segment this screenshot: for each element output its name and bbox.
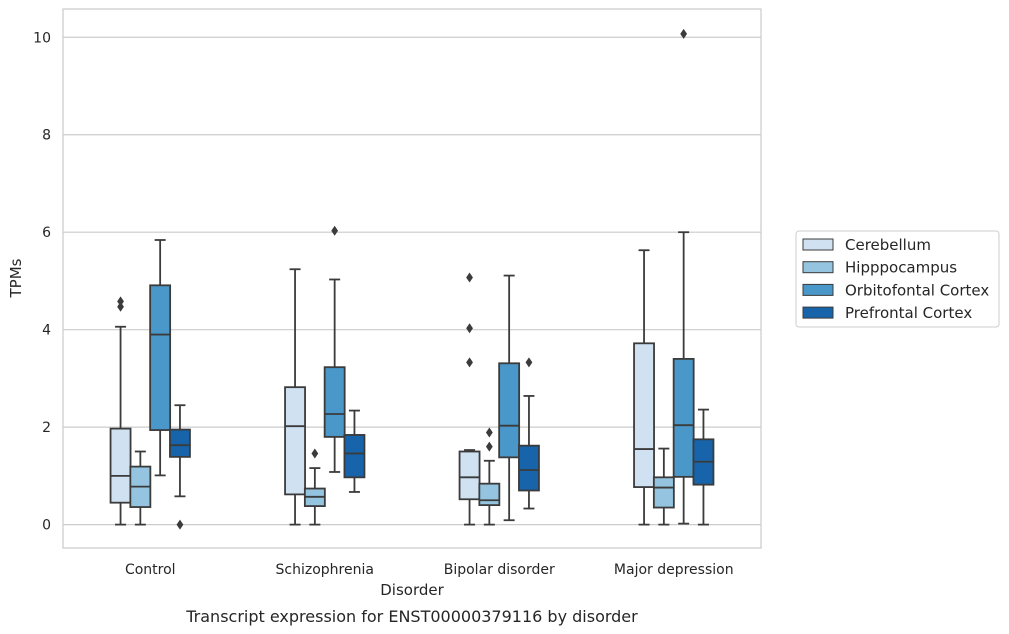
plot-data xyxy=(109,28,715,530)
outlier-point xyxy=(176,519,184,530)
legend-swatch xyxy=(802,238,834,251)
box-plot xyxy=(303,448,326,526)
box-plot xyxy=(129,450,152,526)
outlier-point xyxy=(117,296,124,307)
outlier-point xyxy=(466,357,473,368)
box-plot xyxy=(633,249,655,526)
box-plot xyxy=(518,357,540,510)
legend-swatch xyxy=(802,306,834,319)
box-plot xyxy=(478,427,501,526)
y-axis-label: TPMs xyxy=(7,258,25,298)
y-tick-label: 10 xyxy=(33,30,51,46)
box xyxy=(109,427,132,504)
legend-swatch xyxy=(802,283,834,296)
chart-caption: Transcript expression for ENST0000037911… xyxy=(185,607,638,626)
y-tick-label: 0 xyxy=(42,518,51,534)
box-plot xyxy=(323,225,346,473)
box-plot xyxy=(672,28,695,525)
x-axis-label: Disorder xyxy=(380,581,444,599)
box xyxy=(323,366,346,438)
x-tick-label: Control xyxy=(125,562,176,578)
outlier-point xyxy=(117,301,124,312)
y-tick-label: 2 xyxy=(42,420,51,436)
x-tick-label: Bipolar disorder xyxy=(444,562,555,578)
legend: Cerebellum Hipppocampus Orbitofontal Corte… xyxy=(795,230,1000,328)
legend-swatch xyxy=(802,261,834,274)
box xyxy=(149,284,172,431)
outlier-point xyxy=(466,323,473,334)
outlier-point xyxy=(525,357,533,368)
box-plot xyxy=(149,239,172,477)
box-plot xyxy=(692,408,715,526)
outlier-point xyxy=(485,441,493,452)
plot-frame xyxy=(62,8,762,549)
box-plot xyxy=(284,268,306,526)
box-plot xyxy=(169,404,191,530)
outlier-point xyxy=(466,272,473,283)
legend-frame xyxy=(795,230,1000,328)
box xyxy=(672,358,695,478)
axes: 0 2 4 6 8 10 Control Schizophrenia Bipolar disor… xyxy=(33,30,733,578)
box-plot xyxy=(343,409,366,493)
gridlines xyxy=(63,36,761,526)
box xyxy=(633,342,655,488)
box xyxy=(652,476,675,509)
box-plot xyxy=(498,274,521,522)
legend-entry-label: Cerebellum xyxy=(845,236,931,254)
outlier-point xyxy=(680,28,688,39)
outlier-point xyxy=(311,448,319,459)
y-tick-label: 8 xyxy=(42,128,51,144)
outlier-point xyxy=(485,427,493,438)
legend-entry-label: Prefrontal Cortex xyxy=(845,304,972,322)
legend-entry-label: Hipppocampus xyxy=(845,259,957,277)
y-tick-label: 4 xyxy=(42,323,51,339)
box xyxy=(498,362,521,459)
x-tick-label: Major depression xyxy=(614,562,734,578)
box xyxy=(518,444,540,492)
box-plot xyxy=(458,272,481,526)
box xyxy=(458,450,481,501)
outlier-point xyxy=(331,225,339,236)
box-plot xyxy=(109,296,132,526)
legend-entry-label: Orbitofontal Cortex xyxy=(845,281,989,299)
box xyxy=(284,386,306,496)
y-tick-label: 6 xyxy=(42,225,51,241)
box xyxy=(169,428,191,458)
box-plot xyxy=(652,447,675,526)
box xyxy=(343,434,366,479)
x-tick-label: Schizophrenia xyxy=(276,562,374,578)
box xyxy=(478,482,501,507)
